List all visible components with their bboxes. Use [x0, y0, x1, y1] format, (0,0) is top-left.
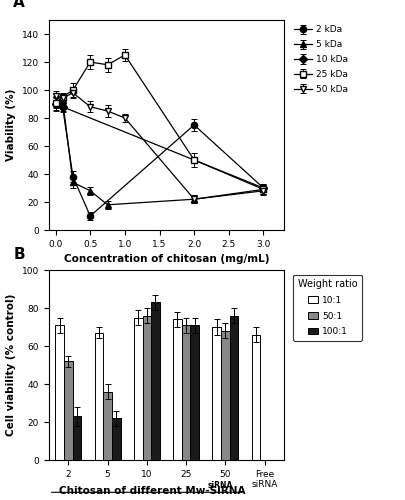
Bar: [173, 320, 181, 460]
Bar: [64, 361, 72, 460]
Y-axis label: Viability (%): Viability (%): [6, 89, 16, 161]
Bar: [151, 302, 160, 460]
Bar: [142, 316, 151, 460]
Bar: [55, 325, 64, 460]
Bar: [212, 327, 220, 460]
Bar: [181, 325, 190, 460]
Bar: [103, 392, 112, 460]
Bar: [72, 416, 81, 460]
Bar: [94, 332, 103, 460]
Text: siRNA: siRNA: [207, 480, 233, 490]
Legend: 10:1, 50:1, 100:1: 10:1, 50:1, 100:1: [293, 274, 361, 341]
Bar: [190, 325, 198, 460]
Text: A: A: [13, 0, 25, 10]
Bar: [134, 318, 142, 460]
Bar: [251, 334, 260, 460]
Y-axis label: Cell viability (% control): Cell viability (% control): [6, 294, 16, 436]
Bar: [229, 316, 238, 460]
Bar: [112, 418, 120, 460]
Text: B: B: [13, 246, 25, 262]
X-axis label: Concentration of chitosan (mg/mL): Concentration of chitosan (mg/mL): [64, 254, 269, 264]
Text: Chitosan of different Mw-SiRNA: Chitosan of different Mw-SiRNA: [59, 486, 245, 496]
Legend: 2 kDa, 5 kDa, 10 kDa, 25 kDa, 50 kDa: 2 kDa, 5 kDa, 10 kDa, 25 kDa, 50 kDa: [293, 24, 348, 95]
Bar: [220, 331, 229, 460]
